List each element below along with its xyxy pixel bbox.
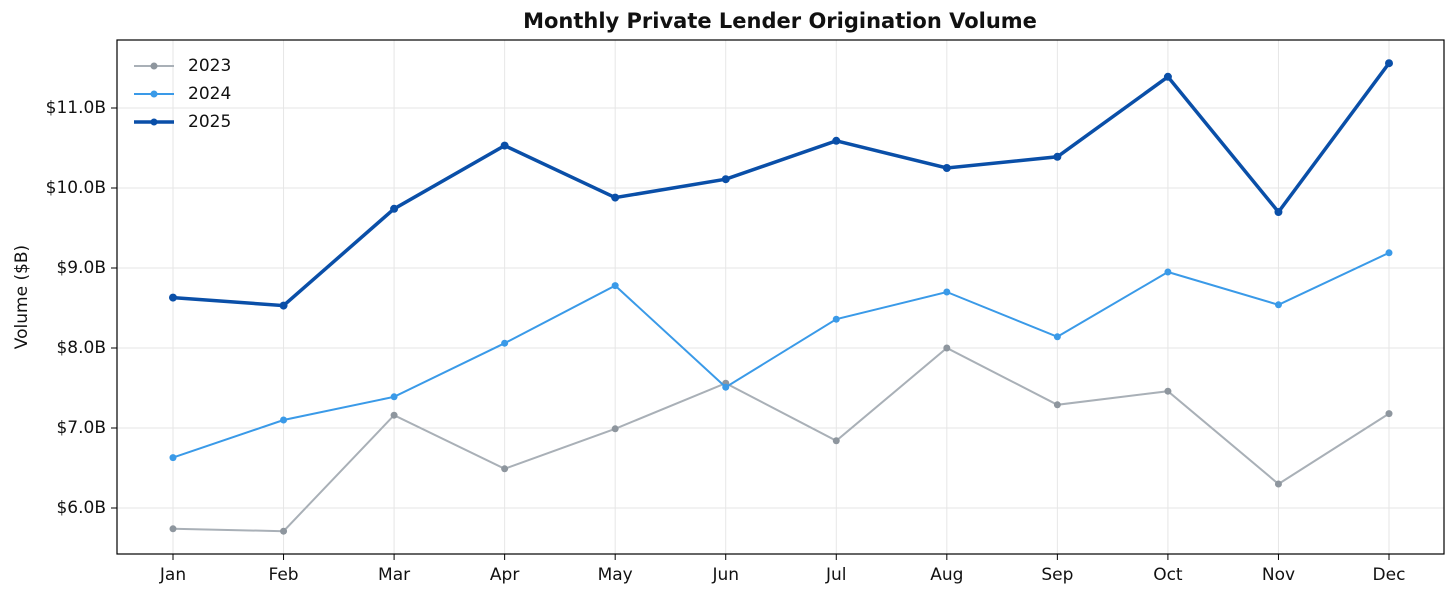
x-tick-label: Jul xyxy=(825,565,847,585)
x-tick-label: Mar xyxy=(378,565,410,585)
y-tick-label: $6.0B xyxy=(56,498,106,518)
data-point xyxy=(721,175,730,184)
series-line xyxy=(172,251,1390,459)
y-tick-label: $9.0B xyxy=(56,258,106,278)
data-point xyxy=(280,527,288,535)
chart-title: Monthly Private Lender Origination Volum… xyxy=(523,9,1037,33)
data-point xyxy=(832,136,841,145)
data-point xyxy=(1274,208,1283,216)
y-tick-label: $10.0B xyxy=(46,178,106,198)
data-point xyxy=(501,465,509,473)
data-point xyxy=(500,141,509,150)
data-point xyxy=(280,416,288,424)
x-tick-label: Oct xyxy=(1153,565,1183,585)
data-point xyxy=(611,425,619,433)
data-point xyxy=(832,315,840,323)
data-point xyxy=(169,525,177,533)
data-point xyxy=(501,339,509,347)
data-point xyxy=(1053,333,1061,341)
legend-marker xyxy=(150,90,158,98)
data-point xyxy=(1385,249,1393,257)
y-tick-label: $7.0B xyxy=(56,418,106,438)
data-point xyxy=(942,164,951,172)
data-point xyxy=(611,193,620,202)
data-point xyxy=(1053,401,1061,409)
x-tick-label: Nov xyxy=(1262,565,1295,585)
data-point xyxy=(611,282,619,290)
data-point xyxy=(279,301,288,310)
x-tick-label: May xyxy=(598,565,633,585)
data-point xyxy=(943,288,951,296)
legend-marker xyxy=(150,118,158,126)
data-point xyxy=(1053,152,1062,161)
data-point xyxy=(1274,301,1282,309)
x-tick-label: Feb xyxy=(268,565,298,585)
legend-marker xyxy=(150,62,158,70)
data-point xyxy=(169,454,177,462)
x-tick-label: Jun xyxy=(711,565,739,585)
legend-label: 2023 xyxy=(188,56,231,76)
x-tick-label: Apr xyxy=(490,565,519,585)
data-point xyxy=(1385,410,1393,418)
data-point xyxy=(832,437,840,445)
data-point xyxy=(1164,387,1172,395)
data-point xyxy=(722,383,730,391)
x-tick-label: Jan xyxy=(159,565,186,585)
data-point xyxy=(1164,268,1172,276)
y-axis-label: Volume ($B) xyxy=(12,245,32,349)
legend-label: 2025 xyxy=(188,112,231,132)
x-tick-label: Dec xyxy=(1373,565,1406,585)
data-point xyxy=(943,344,951,352)
data-point xyxy=(1274,480,1282,488)
data-point xyxy=(169,293,177,302)
data-point xyxy=(1163,72,1172,81)
x-tick-label: Aug xyxy=(930,565,963,585)
data-point xyxy=(1385,59,1393,68)
data-point xyxy=(390,393,398,401)
series-line xyxy=(172,346,1390,533)
x-tick-label: Sep xyxy=(1041,565,1073,585)
data-point xyxy=(390,204,399,213)
y-tick-label: $11.0B xyxy=(46,98,106,118)
plot-frame xyxy=(116,39,1445,555)
y-tick-label: $8.0B xyxy=(56,338,106,358)
data-point xyxy=(390,411,398,419)
legend-label: 2024 xyxy=(188,84,231,104)
series-line xyxy=(172,62,1391,308)
